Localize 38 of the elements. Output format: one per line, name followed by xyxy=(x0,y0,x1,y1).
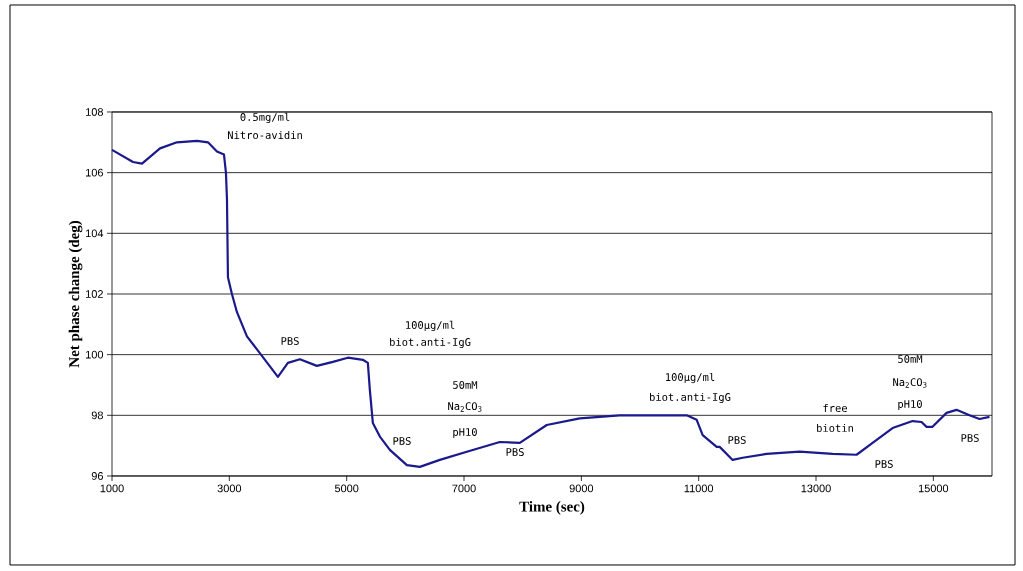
y-tick-label: 102 xyxy=(86,290,103,298)
x-tick-label: 13000 xyxy=(801,484,831,493)
annotation: biot.anti-IgG xyxy=(390,337,471,349)
y-tick-label: 104 xyxy=(86,229,104,238)
x-axis-title: Time (sec) xyxy=(519,501,585,515)
x-tick-label: 5000 xyxy=(334,484,359,493)
y-axis-title: Net phase change (deg) xyxy=(68,220,83,368)
annotation: PBS xyxy=(875,460,893,468)
annotation: Na$_{2}$CO$_{3}$ xyxy=(893,378,927,388)
annotation: pH10 xyxy=(898,400,922,410)
y-tick-label: 98 xyxy=(91,411,103,420)
annotation: free xyxy=(823,403,847,413)
annotation: Nitro-avidin xyxy=(227,130,302,140)
line-series xyxy=(110,139,991,468)
annotation: 100µg/ml xyxy=(666,372,715,384)
annotation: 100µg/ml xyxy=(406,320,455,332)
annotation: Na$_{2}$CO$_{3}$ xyxy=(448,402,482,412)
x-tick-label: 7000 xyxy=(452,484,476,493)
annotation: 50mM xyxy=(453,381,478,389)
annotation: PBS xyxy=(961,434,979,442)
x-tick-label: 3000 xyxy=(217,484,242,493)
annotation: PBS xyxy=(281,337,299,345)
x-tick-label: 15000 xyxy=(918,484,949,493)
annotation: PBS xyxy=(393,437,411,445)
annotation: 50mM xyxy=(898,355,923,363)
y-tick-label: 100 xyxy=(86,350,104,359)
x-tick-label: 1000 xyxy=(100,484,124,493)
x-tick-label: 9000 xyxy=(569,484,594,493)
annotation: 0.5mg/ml xyxy=(240,112,290,124)
annotation: biotin xyxy=(817,423,853,433)
y-tick-label: 96 xyxy=(91,472,103,480)
annotation: pH10 xyxy=(453,428,477,438)
annotation: PBS xyxy=(728,436,746,444)
annotation: PBS xyxy=(506,448,524,456)
y-tick-label: 108 xyxy=(86,108,103,116)
x-tick-label: 11000 xyxy=(684,484,714,493)
y-tick-label: 106 xyxy=(86,168,103,177)
annotation: biot.anti-IgG xyxy=(650,392,731,404)
